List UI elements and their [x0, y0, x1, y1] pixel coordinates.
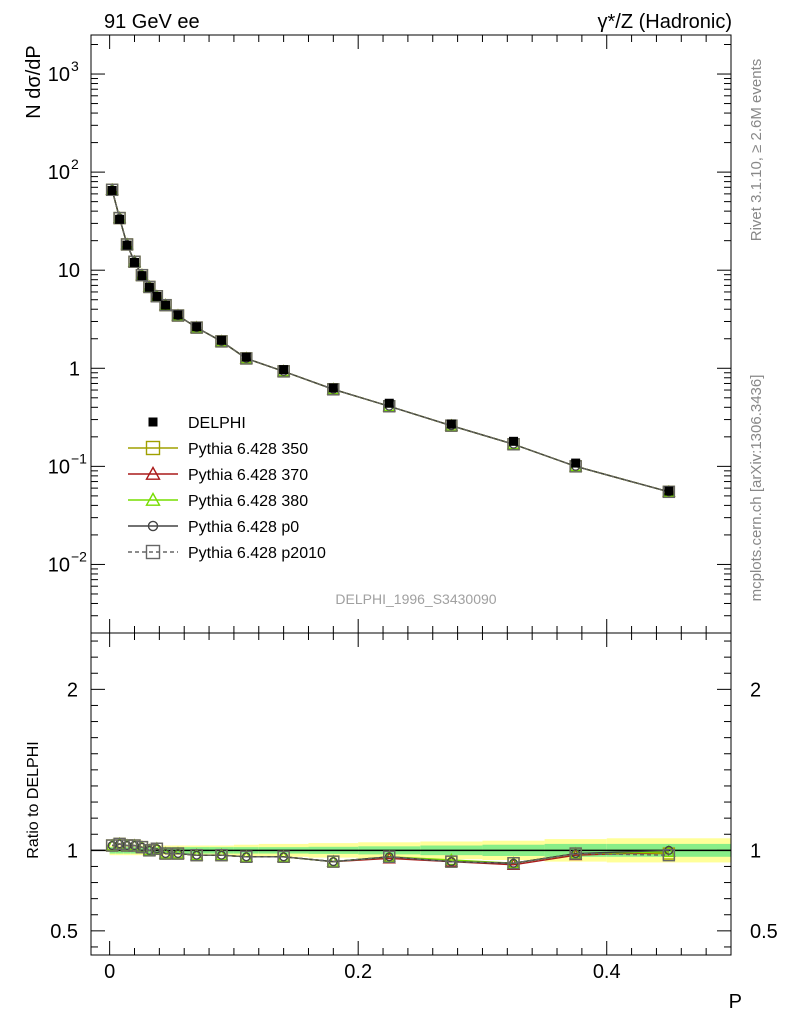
ratio-series-marker: [190, 848, 203, 862]
legend-marker: [145, 466, 161, 480]
y-tick-exponent: −1: [71, 450, 87, 466]
data-point: [192, 322, 202, 332]
series-marker: [150, 290, 164, 303]
analysis-watermark: DELPHI_1996_S3430090: [335, 591, 496, 607]
ratio-series-marker: [569, 847, 582, 860]
y-tick-label: 1: [69, 358, 80, 380]
ratio-series-marker: [662, 848, 676, 862]
x-tick-label: 0.4: [593, 961, 621, 983]
data-point: [173, 310, 183, 320]
ratio-series-marker: [105, 839, 119, 852]
x-tick-label: 0.2: [344, 961, 372, 983]
ratio-series-marker: [215, 848, 228, 862]
main-plot-frame: [90, 34, 732, 634]
legend-label: Pythia 6.428 350: [188, 441, 308, 458]
ratio-y-tick-label-right: 2: [750, 679, 761, 701]
ratio-y-tick-label-right: 1: [750, 840, 761, 862]
data-point: [122, 240, 132, 250]
legend-label: DELPHI: [188, 415, 246, 432]
ratio-y-tick-label: 0.5: [50, 921, 78, 943]
series-marker: [135, 268, 149, 282]
legend-marker-data: [148, 417, 158, 427]
ratio-series-line: [111, 843, 669, 864]
data-point: [115, 214, 125, 224]
ratio-series-marker: [128, 839, 141, 852]
legend-marker: [147, 520, 159, 532]
ratio-series-marker: [120, 839, 134, 852]
y-tick-label: 10: [48, 554, 70, 576]
ratio-series-marker: [159, 847, 172, 860]
ratio-series-marker: [662, 845, 676, 858]
legend-label: Pythia 6.428 p0: [188, 519, 299, 536]
y-tick-label: 10: [58, 260, 80, 282]
x-axis-label: P: [729, 991, 742, 1013]
y-tick-label: 10: [48, 64, 70, 86]
series-marker: [190, 321, 203, 334]
ratio-series-marker: [137, 842, 147, 852]
data-point: [664, 486, 674, 496]
ratio-series-marker: [113, 837, 126, 851]
ratio-y-tick-label: 1: [67, 840, 78, 862]
ratio-y-tick-label: 2: [67, 679, 78, 701]
legend-marker: [145, 544, 161, 560]
ratio-series-marker: [240, 850, 253, 863]
y-tick-exponent: 2: [71, 156, 79, 172]
data-point: [384, 398, 394, 408]
series-marker: [105, 183, 119, 197]
ratio-series-marker: [277, 850, 290, 863]
series-marker: [120, 238, 134, 251]
data-point: [328, 383, 338, 393]
data-point: [129, 257, 139, 267]
ratio-y-tick-label-right: 0.5: [750, 921, 778, 943]
ratio-series-marker: [143, 844, 156, 857]
data-point: [509, 436, 519, 446]
data-point: [216, 335, 226, 345]
y-tick-label: 10: [48, 162, 70, 184]
series-marker: [171, 309, 185, 322]
series-marker: [662, 485, 676, 499]
x-tick-label: 0: [104, 961, 115, 983]
header-left-label: 91 GeV ee: [104, 11, 200, 33]
ratio-series-marker: [135, 840, 149, 854]
ratio-series-marker: [383, 850, 396, 863]
series-marker: [159, 298, 172, 312]
data-point: [152, 291, 162, 301]
data-layer: [107, 185, 674, 496]
ratio-series-marker: [507, 857, 520, 870]
data-point: [241, 352, 251, 362]
mcplots-reference-label: mcplots.cern.ch [arXiv:1306.3436]: [748, 375, 765, 602]
data-point: [571, 458, 581, 468]
legend-label: Pythia 6.428 370: [188, 467, 308, 484]
main-y-axis-label: N dσ/dP: [23, 45, 45, 119]
ratio-y-axis-label: Ratio to DELPHI: [25, 741, 42, 858]
ratio-series-marker: [171, 847, 185, 860]
legend-label: Pythia 6.428 p2010: [188, 545, 326, 562]
ratio-plot-frame: [90, 632, 732, 956]
series-marker: [128, 255, 141, 268]
data-point: [144, 282, 154, 292]
y-tick-exponent: 3: [71, 58, 79, 74]
data-point: [279, 365, 289, 375]
ratio-series-marker: [327, 855, 340, 868]
legend-label: Pythia 6.428 380: [188, 493, 308, 510]
data-point: [161, 300, 171, 310]
legend: DELPHI Pythia 6.428 350 Pythia 6.428 370 Py…: [128, 415, 326, 562]
y-tick-label: 10: [48, 456, 70, 478]
data-point: [107, 185, 117, 195]
legend-marker: [145, 440, 161, 456]
data-point: [446, 419, 456, 429]
rivet-version-label: Rivet 3.1.10, ≥ 2.6M events: [748, 59, 765, 242]
series-marker: [143, 280, 156, 294]
y-tick-exponent: −2: [71, 548, 87, 564]
header-right-label: γ*/Z (Hadronic): [598, 11, 732, 33]
legend-marker: [145, 492, 161, 506]
ratio-series-marker: [445, 855, 458, 868]
data-point: [137, 271, 147, 281]
